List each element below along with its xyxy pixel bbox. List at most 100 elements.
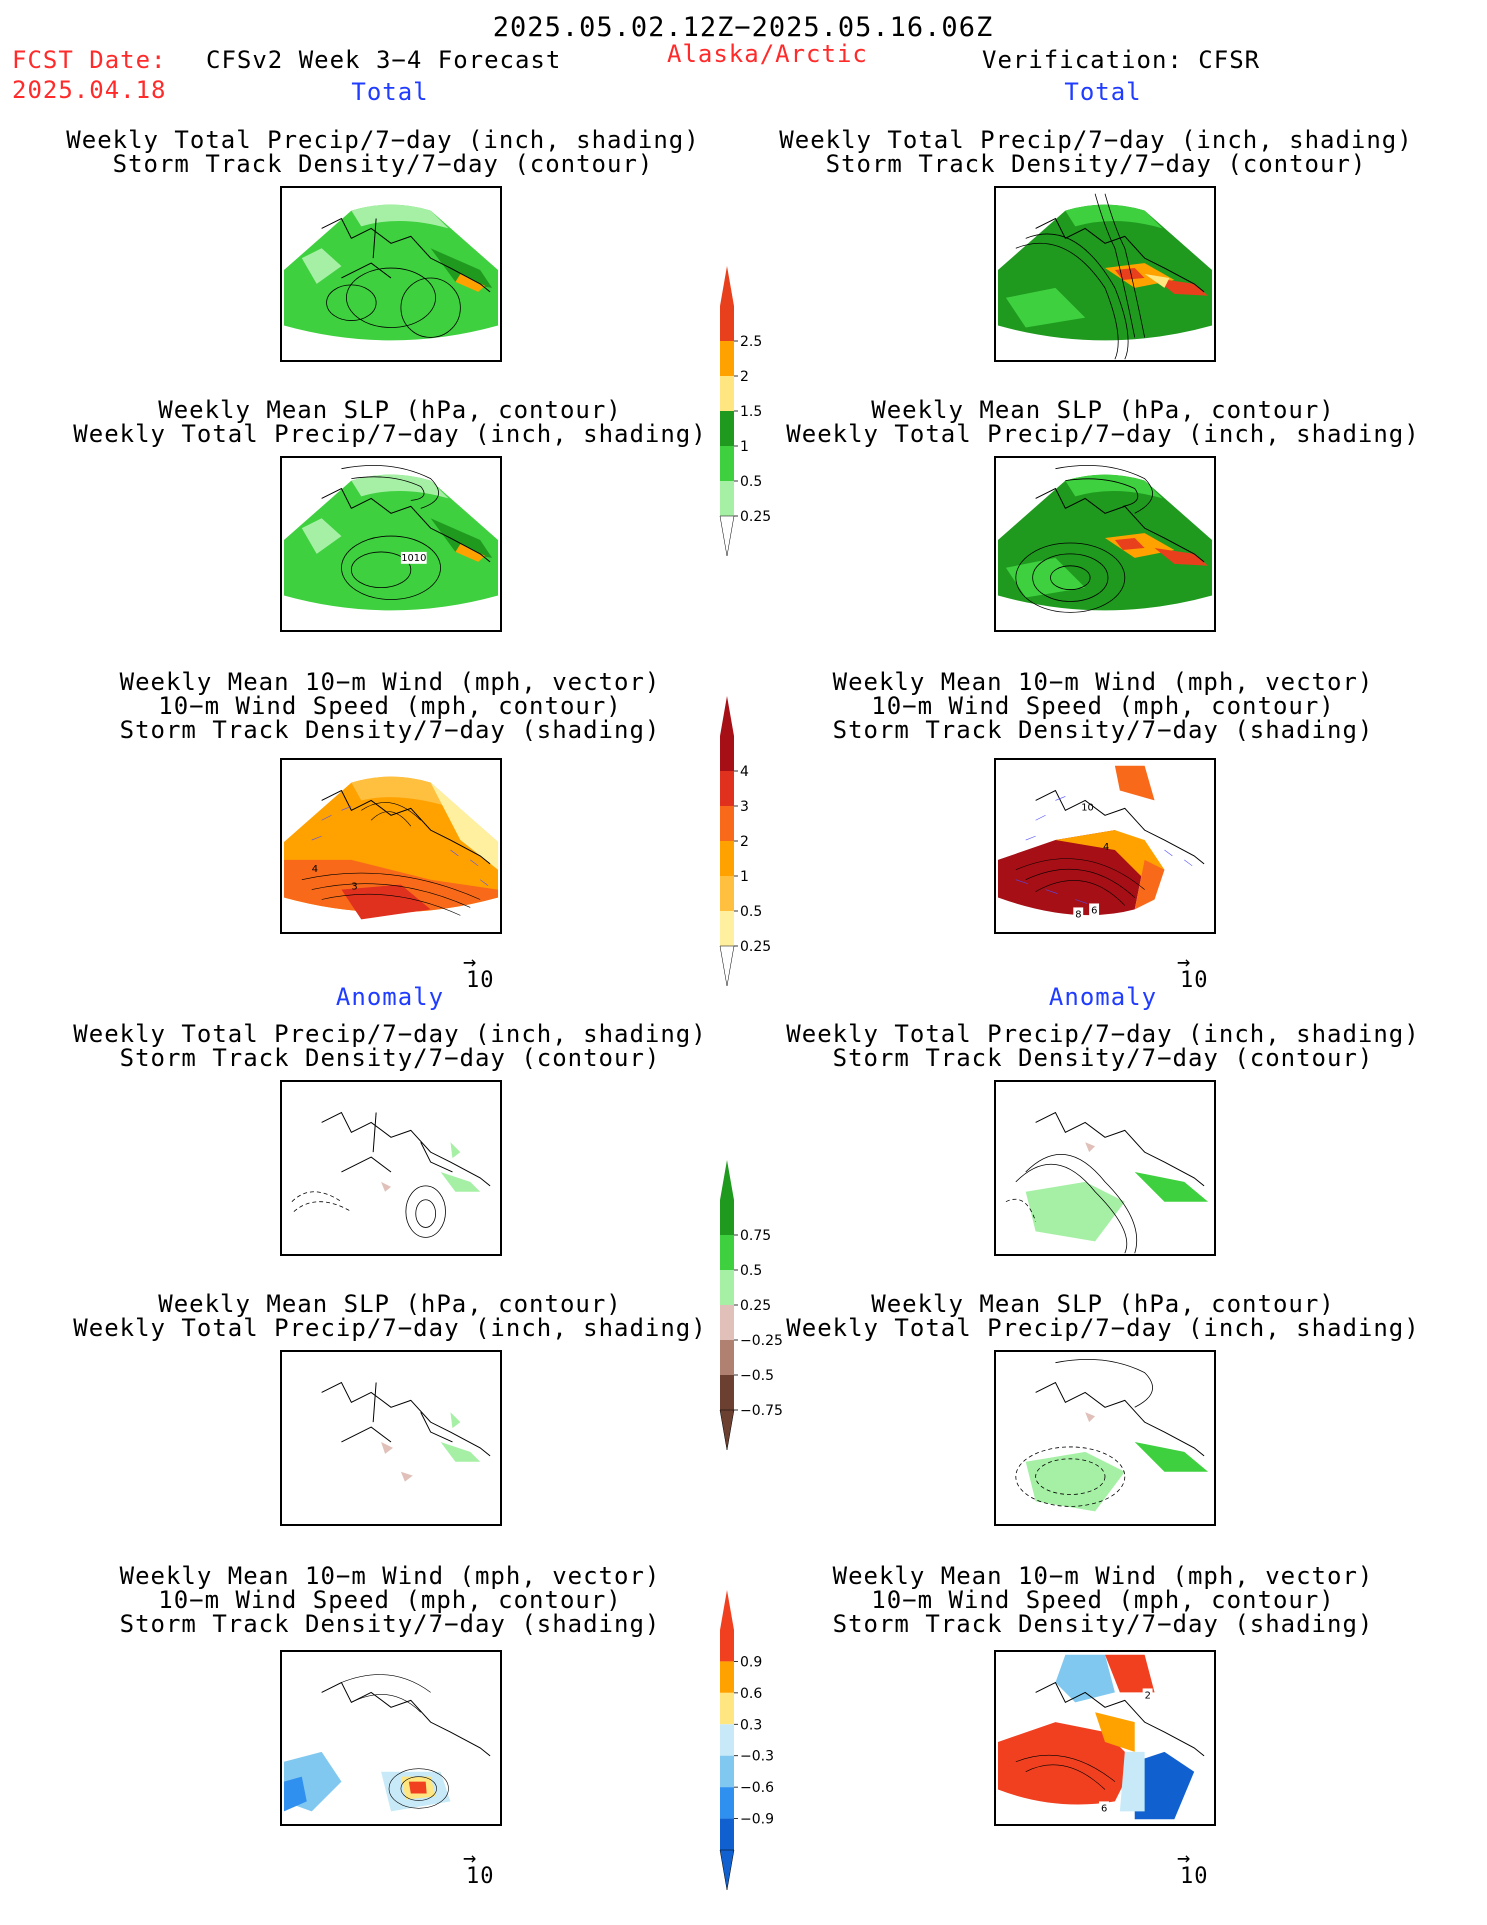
colorbar-segment	[720, 1787, 734, 1819]
title-l2: Weekly Mean SLP (hPa, contour) Weekly Tot…	[73, 396, 707, 448]
total-heading-right: Total	[1064, 78, 1142, 106]
date-range-title: 2025.05.02.12Z−2025.05.16.06Z	[492, 12, 994, 43]
colorbar-segment	[720, 1661, 734, 1693]
colorbar-segment	[720, 1200, 734, 1235]
title-l5: Weekly Mean SLP (hPa, contour) Weekly Tot…	[73, 1290, 707, 1342]
map-anom-wind-storm-forecast	[280, 1650, 502, 1826]
wind-contour-label: 4	[312, 864, 318, 875]
colorbar-tick-label: −0.25	[740, 1333, 783, 1349]
colorbar-segment	[720, 306, 734, 341]
map-anom-slp-precip-forecast	[280, 1350, 502, 1526]
vector-key-label: 10	[466, 968, 495, 993]
title-l6: Weekly Mean 10−m Wind (mph, vector) 10−m …	[119, 1562, 661, 1638]
colorbar-top-tip	[720, 1160, 734, 1200]
colorbar-top-tip	[720, 696, 734, 736]
colorbar-tick-label: 0.5	[740, 1263, 762, 1279]
wind-contour-label: 3	[351, 882, 357, 893]
wind-contour-label: 8	[1075, 909, 1081, 920]
colorbar-segment	[720, 1340, 734, 1375]
vector-key-label: 10	[466, 1864, 495, 1889]
vector-key-label: 10	[1180, 1864, 1209, 1889]
colorbar-bottom-tip	[719, 1409, 735, 1451]
region-label: Alaska/Arctic	[667, 40, 868, 68]
colorbar-storm-total: 4 3 2 1 0.5 0.25	[716, 696, 786, 987]
map-total-wind-storm-forecast: 4 3	[280, 758, 502, 934]
colorbar-tick-label: −0.6	[740, 1780, 774, 1796]
title-l1: Weekly Total Precip/7−day (inch, shading…	[66, 126, 700, 178]
colorbar-precip-anom: 0.75 0.5 0.25 −0.25 −0.5 −0.75	[716, 1160, 786, 1451]
colorbar-tick-label: 0.6	[740, 1686, 762, 1702]
colorbar-tick-label: 0.25	[740, 509, 771, 525]
colorbar-tick-label: 1	[740, 869, 749, 885]
map-total-precip-storm-verification	[994, 186, 1216, 362]
colorbar-segment	[720, 1270, 734, 1305]
colorbar-segment	[720, 771, 734, 806]
colorbar-tick-label: 2.5	[740, 334, 762, 350]
title-r6: Weekly Mean 10−m Wind (mph, vector) 10−m …	[832, 1562, 1374, 1638]
title-r5: Weekly Mean SLP (hPa, contour) Weekly Tot…	[786, 1290, 1420, 1342]
fcst-date-value: 2025.04.18	[12, 76, 167, 104]
colorbar-top-tip	[720, 1590, 734, 1630]
colorbar-tick-label: −0.75	[740, 1403, 783, 1419]
map-anom-precip-storm-forecast	[280, 1080, 502, 1256]
vector-key-arrow-right-anom: →	[1177, 1846, 1191, 1871]
map-anom-wind-storm-verification: 6 2	[994, 1650, 1216, 1826]
wind-contour-label: 6	[1091, 905, 1097, 916]
vector-key-arrow-right-total: →	[1177, 950, 1191, 975]
map-total-slp-precip-forecast: 1010	[280, 456, 502, 632]
vector-key-label: 10	[1180, 968, 1209, 993]
fcst-date-label: FCST Date:	[12, 46, 167, 74]
colorbar-segment	[720, 1724, 734, 1756]
colorbar-tick-label: 0.25	[740, 939, 771, 955]
vector-key-arrow-left-total: →	[463, 950, 477, 975]
colorbar-tick-label: 0.25	[740, 1298, 771, 1314]
colorbar-segment	[720, 806, 734, 841]
colorbar-tick-label: −0.5	[740, 1368, 774, 1384]
wind-contour-label: 4	[1103, 842, 1109, 853]
colorbar-precip-total: 2.5 2 1.5 1 0.5 0.25	[716, 266, 786, 557]
colorbar-segment	[720, 1305, 734, 1340]
colorbar-tick-label: 3	[740, 799, 749, 815]
title-r3: Weekly Mean 10−m Wind (mph, vector) 10−m …	[832, 668, 1374, 744]
vector-key-arrow-left-anom: →	[463, 1846, 477, 1871]
colorbar-bottom-tip	[719, 1849, 735, 1891]
map-total-slp-precip-verification	[994, 456, 1216, 632]
colorbar-segment	[720, 341, 734, 376]
colorbar-bottom-tip	[719, 515, 735, 557]
colorbar-tick-label: −0.3	[740, 1749, 774, 1765]
colorbar-segment	[720, 1818, 734, 1850]
wind-contour-label: 10	[1081, 802, 1094, 813]
map-total-wind-storm-verification: 10 4 8 6	[994, 758, 1216, 934]
colorbar-segment	[720, 876, 734, 911]
colorbar-segment	[720, 376, 734, 411]
colorbar-tick-label: 1.5	[740, 404, 762, 420]
colorbar-tick-label: 0.75	[740, 1228, 771, 1244]
title-r4: Weekly Total Precip/7−day (inch, shading…	[786, 1020, 1420, 1072]
map-anom-slp-precip-verification	[994, 1350, 1216, 1526]
title-r2: Weekly Mean SLP (hPa, contour) Weekly Tot…	[786, 396, 1420, 448]
colorbar-segment	[720, 911, 734, 946]
colorbar-segment	[720, 1630, 734, 1662]
colorbar-tick-label: 0.5	[740, 904, 762, 920]
colorbar-segment	[720, 736, 734, 771]
colorbar-bottom-tip	[719, 945, 735, 987]
wind-contour-label: 6	[1101, 1803, 1107, 1814]
colorbar-svg: 2.5 2 1.5 1 0.5 0.25	[719, 266, 771, 557]
colorbar-tick-label: 1	[740, 439, 749, 455]
title-r1: Weekly Total Precip/7−day (inch, shading…	[779, 126, 1413, 178]
verification-label: Verification: CFSR	[982, 46, 1261, 74]
model-label: CFSv2 Week 3−4 Forecast	[206, 46, 562, 74]
colorbar-tick-label: 2	[740, 369, 749, 385]
colorbar-segment	[720, 1235, 734, 1270]
colorbar-svg: 4 3 2 1 0.5 0.25	[719, 696, 771, 987]
colorbar-segment	[720, 446, 734, 481]
title-l4: Weekly Total Precip/7−day (inch, shading…	[73, 1020, 707, 1072]
colorbar-tick-label: −0.9	[740, 1812, 774, 1828]
title-l3: Weekly Mean 10−m Wind (mph, vector) 10−m …	[119, 668, 661, 744]
colorbar-segment	[720, 481, 734, 516]
anomaly-heading-right: Anomaly	[1048, 983, 1158, 1011]
colorbar-tick-label: 2	[740, 834, 749, 850]
total-heading-left: Total	[351, 78, 429, 106]
map-total-precip-storm-forecast	[280, 186, 502, 362]
colorbar-storm-anom: 0.9 0.6 0.3 −0.3 −0.6 −0.9	[716, 1590, 786, 1891]
